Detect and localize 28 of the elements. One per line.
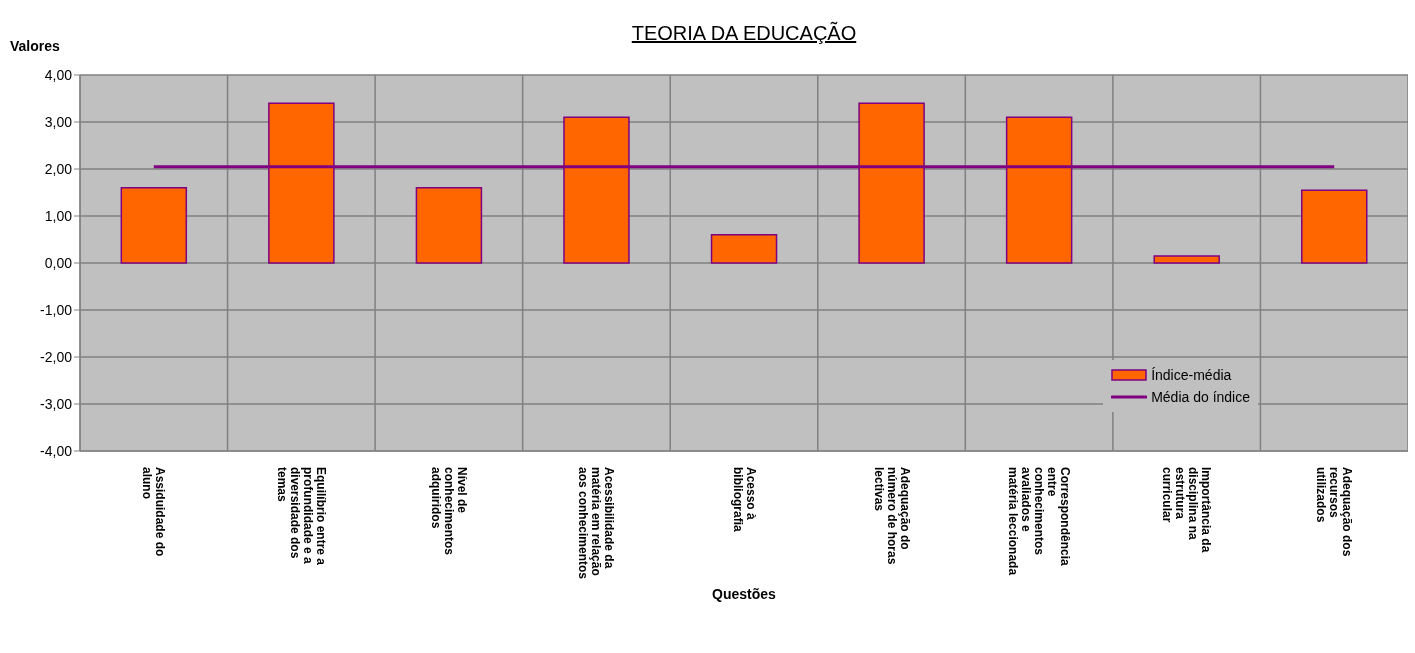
y-tick-label: 0,00 [44, 254, 73, 271]
x-axis-title: Questões [712, 586, 777, 602]
chart-title: TEORIA DA EDUCAÇÃO [630, 22, 858, 45]
bar [710, 234, 778, 264]
y-tick-label: -2,00 [40, 348, 73, 365]
x-tick-label: Equilíbrio entre a profundidade e a diversidade dos temas [274, 467, 328, 566]
x-tick-label: Importância da disciplina na estrutura curricular [1160, 467, 1214, 553]
y-axis-title: Valores [10, 38, 60, 54]
bar [415, 187, 483, 264]
legend-label: Índice-média [1151, 367, 1232, 383]
x-tick-label: Correspondência entre conhecimentos avaliados e matéria leccionada [1006, 467, 1073, 576]
y-tick-label: 3,00 [44, 113, 73, 130]
y-tick-label: -4,00 [40, 442, 73, 459]
x-tick-label: Acessibilidade da matéria em relação aos conhecimentos [576, 467, 617, 580]
x-tick-label: Acesso à bibliografia [730, 467, 758, 532]
x-tick-label: Adequação do número de horas lectivas [871, 467, 912, 565]
x-tick-label: Nível de conhecimentos adquiridos [428, 467, 469, 556]
legend-label: Média do índice [1151, 389, 1250, 405]
x-tick-label: Assiduidade do aluno [140, 467, 168, 557]
bar [1301, 189, 1368, 264]
y-tick-label: -1,00 [40, 301, 73, 318]
x-tick-label: Adequação dos recursos utilizados [1314, 467, 1355, 557]
y-tick-label: 4,00 [44, 66, 73, 83]
bar [120, 187, 188, 264]
y-tick-label: -3,00 [40, 395, 73, 412]
y-tick-label: 2,00 [44, 160, 73, 177]
y-tick-label: 1,00 [44, 207, 73, 224]
bar [1153, 255, 1220, 264]
